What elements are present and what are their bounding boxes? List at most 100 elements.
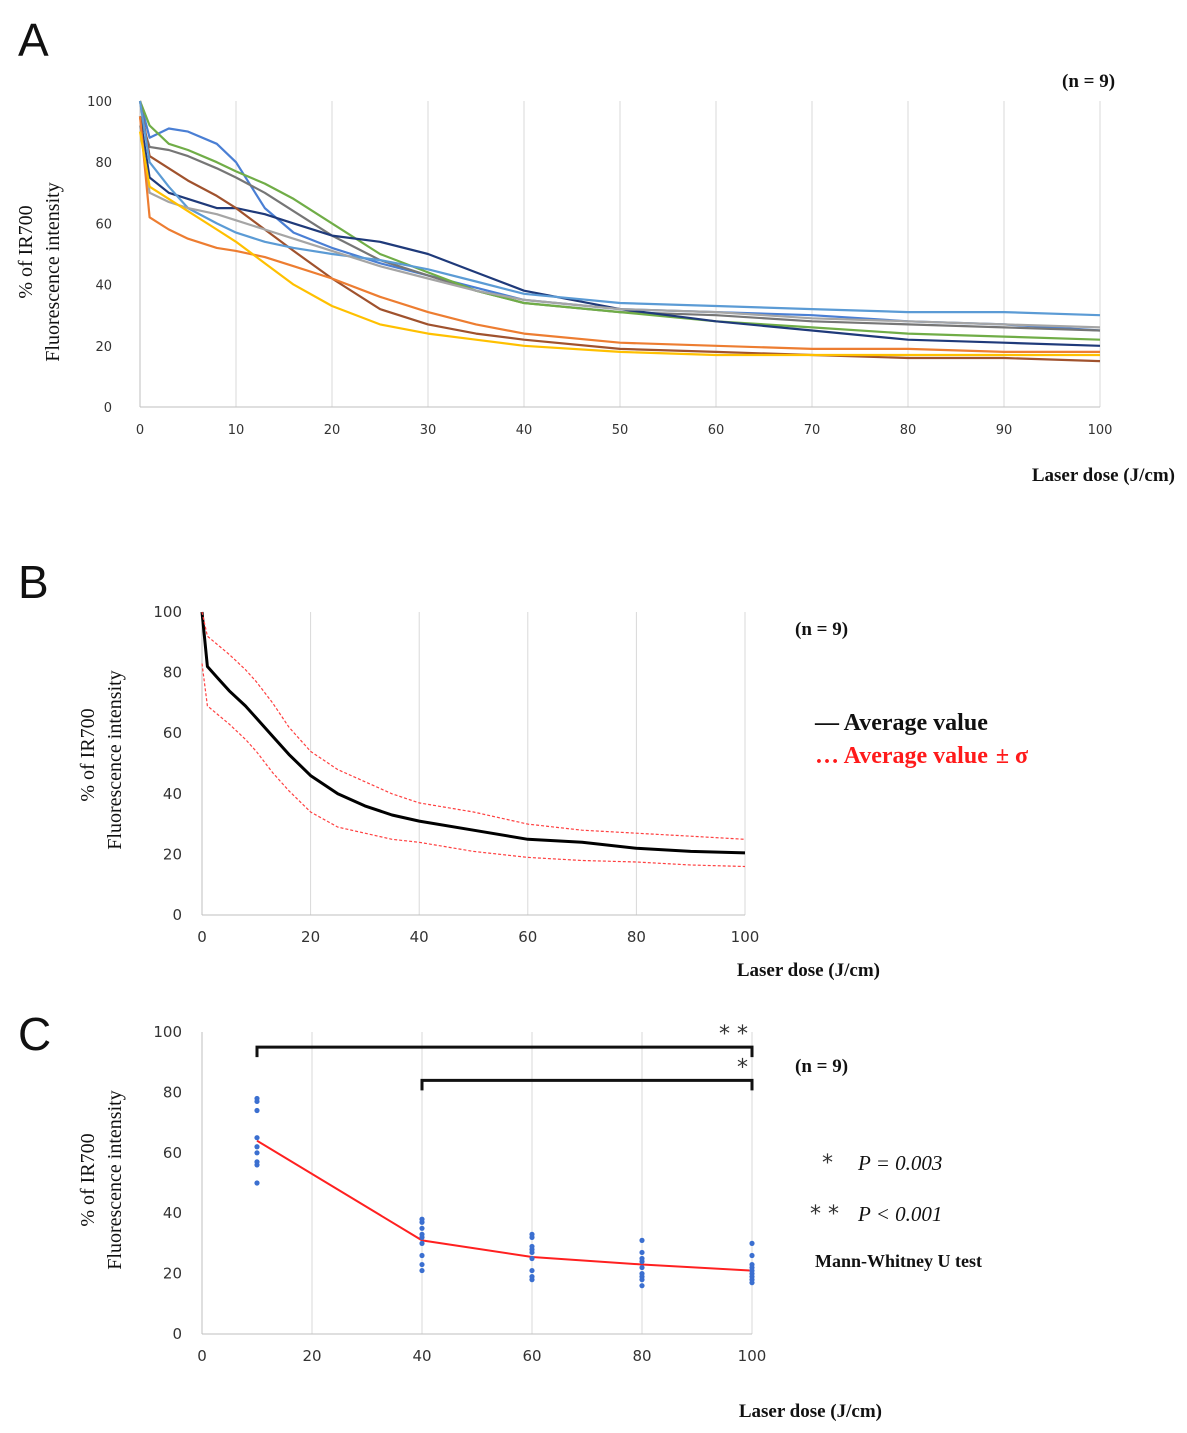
panel-letter-a: A: [18, 14, 49, 66]
panel-c-point-2-1: [529, 1234, 535, 1240]
panel-c-point-0-7: [254, 1162, 260, 1168]
panel-b-series-line-2: [201, 663, 746, 868]
panel-c-point-2-5: [529, 1255, 535, 1262]
b-x-tick-2: 40: [410, 928, 429, 946]
panel-b-y-axis-title-line2: Fluorescence intensity: [104, 670, 126, 849]
c-y-tick-0: 0: [172, 1325, 182, 1343]
c-x-tick-0: 0: [197, 1347, 207, 1365]
b-x-tick-3: 60: [518, 928, 537, 946]
c-y-tick-1: 20: [163, 1265, 182, 1283]
panel-c-mean-line: [256, 1139, 753, 1272]
legend-average-sigma: … Average value ± σ: [815, 743, 1028, 769]
panel-c-y-axis-title-line1: % of IR700: [77, 1133, 99, 1226]
panel-b-series-line-0: [200, 611, 746, 855]
a-x-tick-0: 0: [136, 423, 144, 438]
legend-sigma-prefix: … Average value: [815, 743, 988, 769]
panel-a-y-axis-title-line2: Fluorescence intensity: [42, 182, 64, 361]
panel-a-chart: 0 20 40 60 80 100 0 10 20 30 40 50 60 70 80 90 100 (n =…: [15, 71, 1175, 486]
panel-c-point-3-0: [639, 1237, 645, 1243]
panel-b-n-label: (n = 9): [795, 619, 848, 640]
panel-c-point-0-5: [254, 1150, 260, 1156]
a-x-tick-3: 30: [420, 423, 437, 438]
c-x-tick-1: 20: [302, 1347, 321, 1365]
a-y-tick-3: 60: [95, 217, 112, 232]
significance-stars-1: *: [737, 1055, 748, 1080]
a-y-tick-0: 0: [104, 401, 112, 416]
panel-a-series: [138, 100, 1101, 363]
panel-c-point-1-5: [419, 1240, 425, 1246]
b-x-tick-0: 0: [197, 928, 207, 946]
panel-c-point-1-6: [419, 1252, 425, 1259]
panel-c-point-4-1: [749, 1252, 755, 1259]
legend-average: — Average value: [814, 710, 988, 736]
c-x-tick-2: 40: [412, 1347, 431, 1365]
significance-stars-0: * *: [719, 1022, 748, 1047]
panel-c-point-4-8: [749, 1280, 755, 1286]
panel-c-point-1-8: [419, 1267, 425, 1274]
legend-sigma-symbol: ± σ: [996, 743, 1028, 769]
c-y-tick-4: 80: [163, 1083, 182, 1101]
significance-bracket-0: [255, 1045, 754, 1058]
panel-b-series-line-1: [201, 611, 746, 840]
panel-b-x-axis-title: Laser dose (J/cm): [737, 960, 880, 981]
panel-c-point-1-1: [419, 1219, 425, 1225]
significance-bracket-1: [420, 1078, 754, 1091]
a-x-tick-5: 50: [612, 423, 629, 438]
b-y-tick-2: 40: [163, 785, 182, 803]
panel-letter-b: B: [18, 556, 49, 608]
a-x-tick-10: 100: [1088, 423, 1113, 438]
panel-a-series-line-6: [138, 125, 1101, 329]
panel-b-series: [200, 611, 746, 868]
panel-a-grid: [139, 101, 1101, 408]
panel-a-y-axis-title-line1: % of IR700: [15, 205, 37, 298]
b-y-tick-3: 60: [163, 724, 182, 742]
panel-c-point-3-8: [639, 1283, 645, 1289]
panel-c-chart: * * * 0 20 40 60 80 100 0 20 40 60 80 100 (n = 9) *…: [77, 1022, 982, 1422]
a-y-tick-1: 20: [95, 340, 112, 355]
panel-c-x-ticks: 0 20 40 60 80 100: [197, 1347, 766, 1365]
a-x-tick-7: 70: [804, 423, 821, 438]
c-y-tick-3: 60: [163, 1144, 182, 1162]
panel-c-point-1-2: [419, 1225, 425, 1231]
panel-c-point-1-4: [419, 1234, 425, 1240]
panel-b-y-ticks: 0 20 40 60 80 100: [153, 603, 182, 924]
stat-p-single: P = 0.003: [857, 1151, 942, 1175]
panel-c-point-0-4: [254, 1144, 260, 1150]
panel-a-series-line-0: [138, 100, 1101, 332]
panel-b-grid: [201, 612, 746, 916]
panel-c-x-axis-title: Laser dose (J/cm): [739, 1401, 882, 1422]
panel-a-series-line-2: [138, 100, 1101, 341]
a-y-tick-5: 100: [87, 95, 112, 110]
panel-a-x-axis-title: Laser dose (J/cm): [1032, 465, 1175, 486]
a-x-tick-4: 40: [516, 423, 533, 438]
panel-c-significance-brackets: * * *: [255, 1022, 754, 1091]
b-y-tick-5: 100: [153, 603, 182, 621]
panel-a-n-label: (n = 9): [1062, 71, 1115, 92]
panel-a-series-line-3: [138, 116, 1101, 347]
panel-c-point-2-4: [529, 1249, 535, 1256]
panel-a-series-line-7: [138, 116, 1100, 353]
b-x-tick-4: 80: [627, 928, 646, 946]
a-x-tick-2: 20: [324, 423, 341, 438]
panel-b-y-axis-title-line1: % of IR700: [77, 708, 99, 801]
panel-c-point-3-1: [639, 1249, 645, 1256]
stat-star-single: *: [822, 1151, 833, 1176]
panel-c-point-2-6: [529, 1267, 535, 1274]
c-x-tick-5: 100: [738, 1347, 767, 1365]
c-y-tick-5: 100: [153, 1023, 182, 1041]
panel-c-y-ticks: 0 20 40 60 80 100: [153, 1023, 182, 1343]
panel-c-point-0-3: [254, 1135, 260, 1141]
b-x-tick-5: 100: [731, 928, 760, 946]
panel-c-point-3-4: [639, 1264, 645, 1271]
panel-a-series-line-8: [138, 131, 1100, 357]
panel-b-chart: 0 20 40 60 80 100 0 20 40 60 80 100 (n = 9) — Aver…: [77, 603, 1028, 981]
stat-p-double: P < 0.001: [857, 1202, 942, 1226]
panel-letter-c: C: [18, 1008, 51, 1060]
panel-c-point-3-3: [639, 1258, 645, 1265]
b-y-tick-0: 0: [172, 906, 182, 924]
panel-c-series: [254, 1095, 755, 1289]
panel-c-point-2-8: [529, 1277, 535, 1283]
c-x-tick-4: 80: [632, 1347, 651, 1365]
